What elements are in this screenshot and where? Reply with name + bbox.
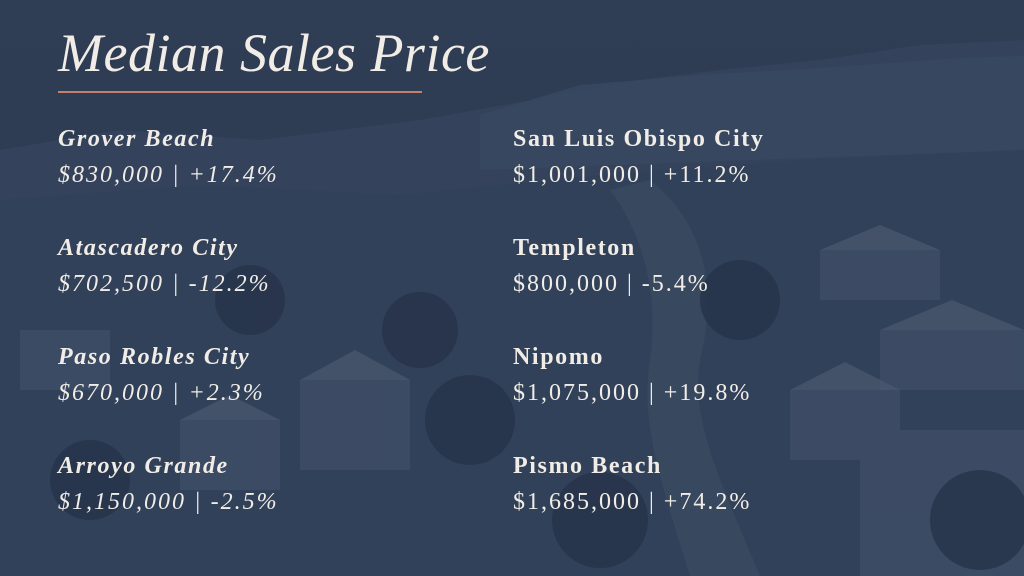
area-price-change: $800,000 | -5.4%	[513, 271, 710, 297]
area-price-change: $670,000 | +2.3%	[58, 380, 265, 406]
area-price-change: $1,075,000 | +19.8%	[513, 380, 752, 406]
area-name: Atascadero City	[58, 235, 239, 261]
area-price-change: $1,685,000 | +74.2%	[513, 489, 752, 515]
area-name: San Luis Obispo City	[513, 126, 765, 152]
area-price-change: $702,500 | -12.2%	[58, 271, 271, 297]
list-item: San Luis Obispo City $1,001,000 | +11.2%	[513, 124, 764, 233]
area-name: Arroyo Grande	[58, 453, 229, 479]
page-title: Median Sales Price	[58, 23, 490, 83]
right-column: San Luis Obispo City $1,001,000 | +11.2%…	[513, 124, 764, 560]
list-item: Grover Beach $830,000 | +17.4%	[58, 124, 279, 233]
area-name: Templeton	[513, 235, 636, 261]
area-name: Grover Beach	[58, 126, 216, 152]
area-price-change: $1,150,000 | -2.5%	[58, 489, 279, 515]
list-item: Nipomo $1,075,000 | +19.8%	[513, 342, 764, 451]
area-name: Pismo Beach	[513, 453, 662, 479]
title-underline	[58, 91, 422, 93]
list-item: Arroyo Grande $1,150,000 | -2.5%	[58, 451, 279, 560]
left-column: Grover Beach $830,000 | +17.4% Atascader…	[58, 124, 279, 560]
area-name: Nipomo	[513, 344, 604, 370]
area-price-change: $1,001,000 | +11.2%	[513, 162, 751, 188]
list-item: Pismo Beach $1,685,000 | +74.2%	[513, 451, 764, 560]
area-name: Paso Robles City	[58, 344, 251, 370]
list-item: Templeton $800,000 | -5.4%	[513, 233, 764, 342]
list-item: Atascadero City $702,500 | -12.2%	[58, 233, 279, 342]
list-item: Paso Robles City $670,000 | +2.3%	[58, 342, 279, 451]
area-price-change: $830,000 | +17.4%	[58, 162, 279, 188]
